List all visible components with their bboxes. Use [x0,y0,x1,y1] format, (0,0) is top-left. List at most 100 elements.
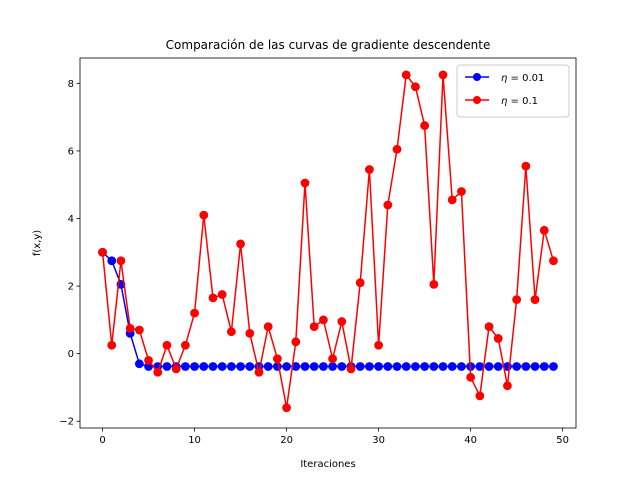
y-axis-label: f(x,y) [32,230,43,256]
series-1-point [208,362,218,371]
series-2-point [171,364,181,374]
series-2-point [98,247,107,257]
y-tick-label: 6 [68,146,74,157]
series-2-point [144,356,153,365]
legend-marker-1 [473,73,481,81]
series-2-point [383,200,393,210]
series-1-point [282,362,291,371]
series-1-point [411,362,420,371]
series-1-point [217,362,227,371]
series-1-point [457,362,466,371]
series-2-point [309,322,319,332]
x-tick-label: 0 [99,435,105,446]
series-2-point [484,322,494,332]
series-2-point [337,317,347,326]
axes-frame [79,57,577,429]
series-2-point [539,225,549,235]
series-2-point [190,308,199,318]
series-1-point [512,362,522,371]
series-1-point [309,362,319,371]
series-2-point [392,144,402,154]
series-1-point [493,362,503,371]
series-2-point [272,354,282,364]
series-2-point [328,354,338,364]
series-1-point [190,362,199,371]
series-1-point [318,362,328,371]
series-2-point [217,290,227,299]
series-2-point [438,70,448,80]
series-2-point [512,295,522,304]
series-2-point [125,323,135,333]
y-tick-label: 0 [68,349,74,360]
plot-layer [98,70,558,413]
series-2-point [447,195,457,205]
series-1-point [521,362,531,371]
plot-frame [79,57,577,429]
series-1-point [355,362,365,371]
legend-label-2: η = 0.1 [501,96,538,107]
series-2-point [355,278,365,288]
series-1-point [328,362,338,371]
x-axis-label: Iteraciones [300,459,355,470]
series-2-point [365,165,374,174]
series-2-point [134,325,144,335]
series-1-point [401,362,411,371]
series-1-point [447,362,457,371]
series-1-point [420,362,430,371]
series-1-point [199,362,209,371]
series-1-point [392,362,402,371]
x-tick-label: 20 [280,435,293,446]
x-tick-label: 50 [556,435,569,446]
series-1-point [374,362,384,371]
series-1-point [107,256,117,266]
series-1-point [162,362,172,371]
x-tick-label: 10 [188,435,201,446]
series-1-point [438,362,448,371]
series-2-point [503,381,512,391]
series-1-point [484,362,494,371]
legend-marker-2 [473,96,481,104]
series-2-point [236,239,245,249]
series-1-point [272,362,282,371]
series-2-point [549,256,558,266]
series-2-point [411,82,420,92]
series-2-point [263,322,273,332]
series-2-point [254,367,264,377]
legend-label-1: η = 0.01 [501,73,544,84]
x-tick-label: 40 [464,435,477,446]
series-2-point [199,210,209,220]
series-2-point [401,70,411,80]
series-2-point [226,327,236,337]
series-1-point [226,362,236,371]
series-2-point [153,367,163,377]
series-2-point [374,340,384,350]
y-tick-label: 2 [68,282,74,293]
series-1-point [236,362,245,371]
series-1-point [383,362,393,371]
series-1-point [245,362,255,371]
y-tick-label: −2 [59,417,74,428]
series-1-point [429,362,439,371]
series-2-point [346,364,356,374]
series-1-point [300,362,310,371]
series-1-point [337,362,347,371]
series-2-point [420,121,430,130]
x-tick-label: 30 [372,435,385,446]
y-tick-label: 8 [68,79,74,90]
series-2-point [208,293,218,303]
series-1-point [134,359,144,369]
legend: η = 0.01 η = 0.1 [456,64,570,118]
series-2-point [457,187,466,196]
series-2-point [180,340,190,350]
series-2-point [116,256,126,266]
legend-box [456,64,570,118]
series-2-point [291,337,301,347]
series-2-point [318,315,328,325]
series-2-point [300,178,310,188]
series-2-point [429,279,439,289]
series-2-point [466,372,476,382]
series-1-point [263,362,273,371]
series-1-point [549,362,558,371]
